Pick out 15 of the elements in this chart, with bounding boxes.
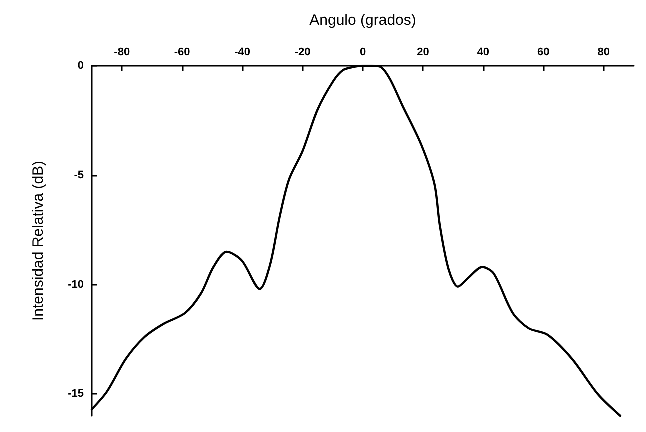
x-tick-label: 60 xyxy=(538,46,550,58)
y-tick-label: -5 xyxy=(74,169,84,182)
y-tick-label: -15 xyxy=(68,388,84,400)
x-tick-label: 20 xyxy=(417,46,430,58)
x-tick-label: 40 xyxy=(477,46,490,58)
x-tick-label: -80 xyxy=(114,46,130,58)
y-axis-title: Intensidad Relativa (dB) xyxy=(30,160,47,322)
y-tick-label: -10 xyxy=(68,278,84,291)
x-tick-label: -60 xyxy=(174,46,190,58)
x-tick-label: -40 xyxy=(234,46,251,58)
x-axis-title: Angulo (grados) xyxy=(310,12,416,29)
x-tick-label: -20 xyxy=(294,46,311,58)
x-tick-label: 80 xyxy=(598,46,610,58)
y-tick-label: 0 xyxy=(78,60,84,72)
x-tick-label: 0 xyxy=(360,46,366,58)
